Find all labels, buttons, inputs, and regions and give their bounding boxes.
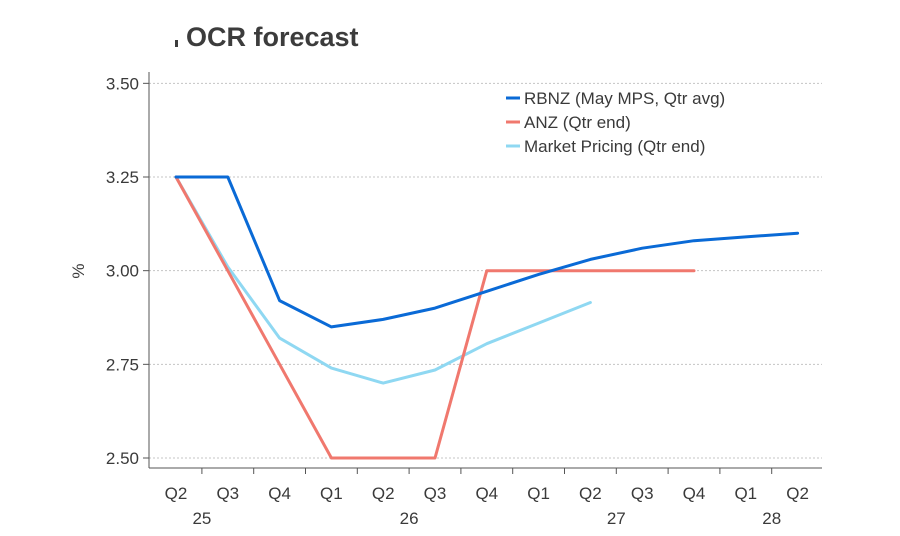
x-tick-label: Q3 — [424, 484, 447, 503]
x-tick-label: Q2 — [372, 484, 395, 503]
y-tick-label: 2.50 — [106, 449, 139, 468]
x-year-label: 28 — [762, 509, 781, 528]
legend: RBNZ (May MPS, Qtr avg) ANZ (Qtr end) Mark… — [506, 89, 725, 156]
title-marker — [175, 40, 178, 47]
x-tick-label: Q3 — [216, 484, 239, 503]
x-year-label: 25 — [192, 509, 211, 528]
y-tick-label: 3.25 — [106, 168, 139, 187]
legend-label: Market Pricing (Qtr end) — [524, 137, 705, 156]
legend-label: RBNZ (May MPS, Qtr avg) — [524, 89, 725, 108]
x-tick-label: Q2 — [579, 484, 602, 503]
axis-layer: 2.50 2.75 3.00 3.25 3.50% Q2 Q3 Q4 Q1 Q2 Q3 Q4 Q1 Q2 Q… — [69, 72, 822, 528]
x-tick-label: Q4 — [683, 484, 706, 503]
series-line-3 — [174, 175, 592, 385]
series-line-1 — [174, 175, 800, 329]
x-tick-label: Q4 — [475, 484, 498, 503]
x-tick-label: Q2 — [165, 484, 188, 503]
x-tick-label: Q1 — [320, 484, 343, 503]
x-tick-label: Q1 — [527, 484, 550, 503]
x-tick-label: Q3 — [631, 484, 654, 503]
chart-title: OCR forecast — [186, 22, 359, 52]
x-year-label: 26 — [400, 509, 419, 528]
series-line-2 — [174, 175, 696, 460]
series-layer — [174, 175, 800, 460]
x-tick-label: Q2 — [786, 484, 809, 503]
y-tick-label: 3.50 — [106, 74, 139, 93]
y-tick-label: 3.00 — [106, 262, 139, 281]
y-axis-label: % — [69, 263, 88, 278]
y-tick-label: 2.75 — [106, 355, 139, 374]
x-tick-label: Q4 — [268, 484, 291, 503]
x-year-label: 27 — [607, 509, 626, 528]
legend-label: ANZ (Qtr end) — [524, 113, 631, 132]
x-tick-label: Q1 — [734, 484, 757, 503]
